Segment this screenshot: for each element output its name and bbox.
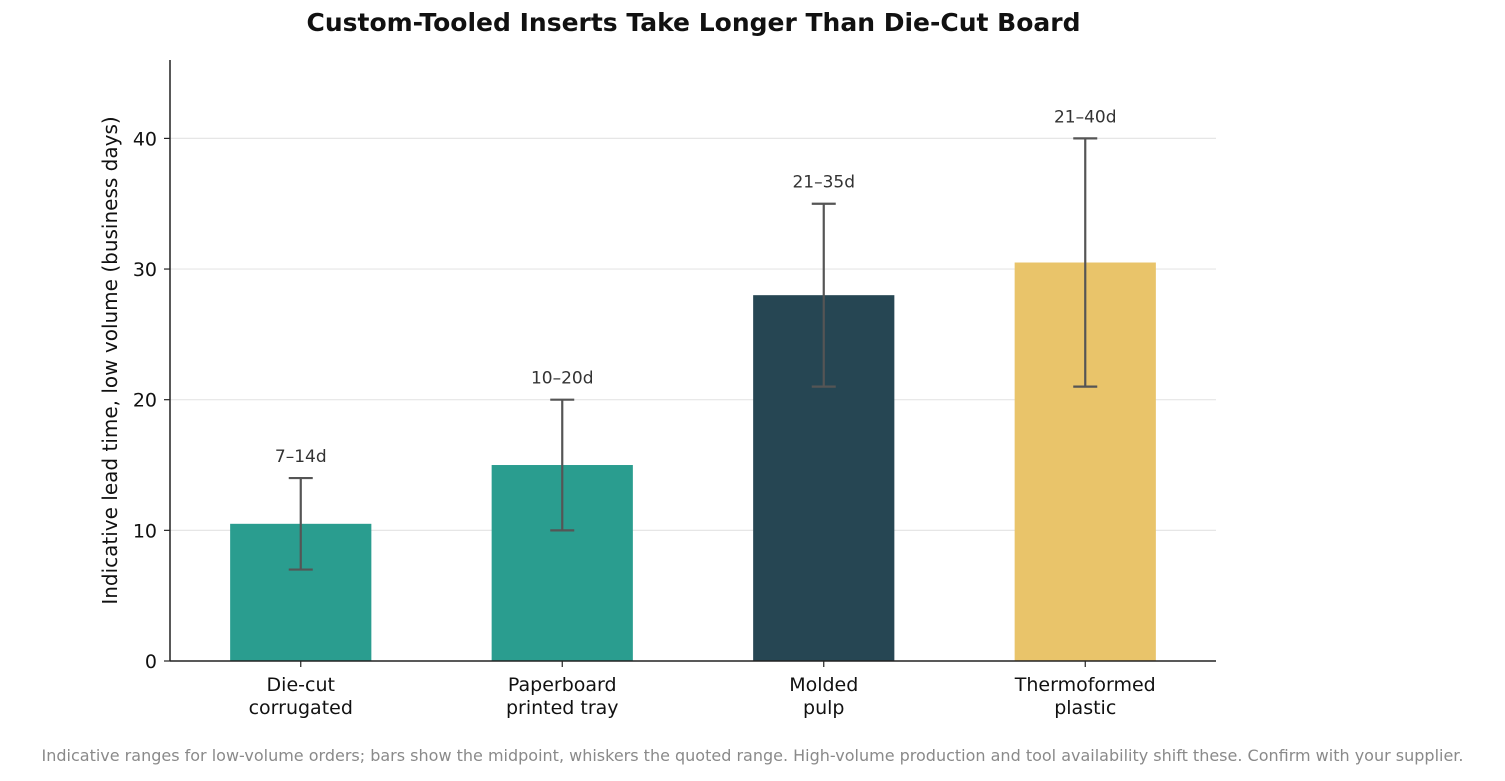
y-tick-label: 40	[133, 128, 157, 150]
y-tick-label: 0	[145, 651, 157, 673]
range-label: 10–20d	[531, 369, 594, 389]
x-tick-label: Paperboard printed tray	[506, 674, 619, 719]
y-tick-label: 30	[133, 259, 157, 281]
x-tick-label: Die-cut corrugated	[249, 674, 353, 719]
y-tick-label: 20	[133, 390, 157, 412]
y-tick-label: 10	[133, 520, 157, 542]
range-label: 7–14d	[275, 447, 327, 467]
x-tick-label: Molded pulp	[789, 674, 858, 719]
x-tick-label: Thermoformed plastic	[1014, 674, 1156, 719]
range-label: 21–35d	[792, 173, 855, 193]
chart-title: Custom-Tooled Inserts Take Longer Than D…	[306, 8, 1081, 37]
range-label: 21–40d	[1054, 107, 1117, 127]
chart-footnote: Indicative ranges for low-volume orders;…	[41, 746, 1464, 765]
y-axis-label: Indicative lead time, low volume (busine…	[98, 116, 122, 604]
